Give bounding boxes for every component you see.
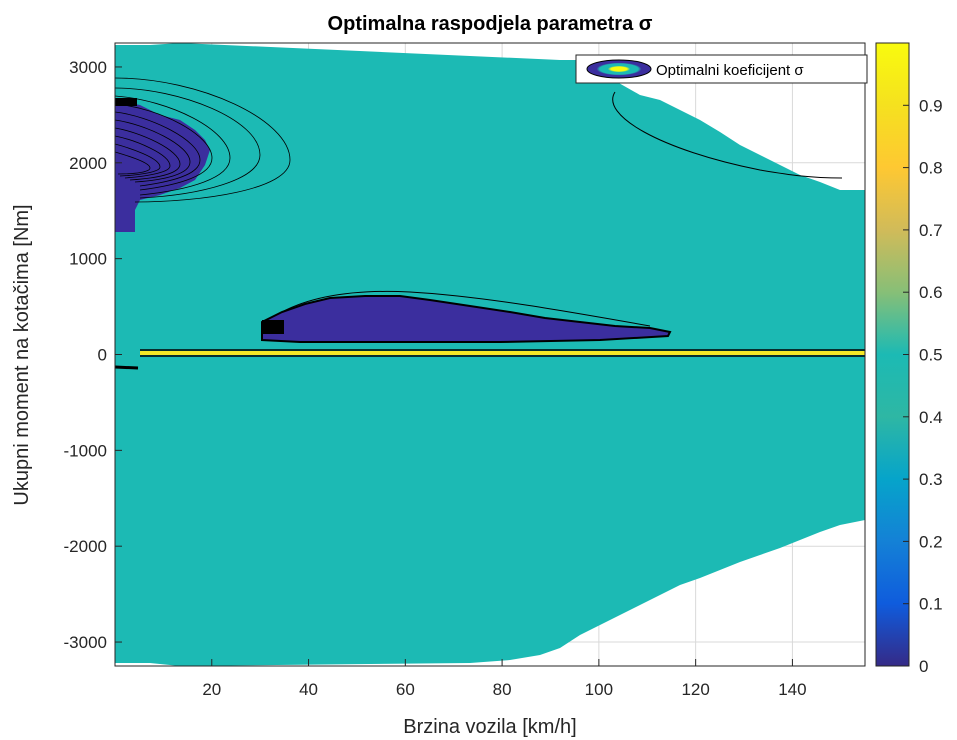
y-tick-label: 3000 (69, 58, 107, 77)
x-tick-label: 40 (299, 680, 318, 699)
y-axis: -3000 -2000 -1000 0 1000 2000 3000 (64, 58, 122, 652)
contour-line-right (612, 91, 843, 179)
colorbar-tick-label: 0.1 (919, 595, 943, 614)
y-tick-label: 0 (98, 346, 107, 365)
contour-line-mid (281, 290, 651, 327)
colorbar-tick-label: 0.2 (919, 532, 943, 551)
x-axis-label: Brzina vozila [km/h] (403, 716, 576, 738)
colorbar-tick-label: 0.7 (919, 221, 943, 240)
y-tick-label: -3000 (64, 633, 107, 652)
colorbar: 0 0.1 0.2 0.3 0.4 0.5 0.6 0.7 0.8 0.9 (875, 42, 943, 676)
y-tick-label: -2000 (64, 537, 107, 556)
sigma-surface-edge (115, 340, 865, 520)
y-axis-label: Ukupni moment na kotačima [Nm] (11, 204, 33, 505)
plot-area: Optimalni koeficijent σ (114, 42, 868, 667)
chart-title: Optimalna raspodjela parametra σ (328, 13, 653, 35)
high-sigma-band (140, 351, 865, 355)
dark-notch (115, 98, 137, 106)
colorbar-tick-label: 0.4 (919, 408, 943, 427)
legend-label: Optimalni koeficijent σ (656, 62, 804, 79)
x-tick-label: 60 (396, 680, 415, 699)
low-left-stub (115, 365, 139, 370)
colorbar-tick-label: 0.9 (919, 96, 943, 115)
low-sigma-region-mid (261, 295, 672, 343)
colorbar-tick-label: 0.8 (919, 159, 943, 178)
colorbar-tick-label: 0 (919, 657, 928, 676)
y-tick-label: -1000 (64, 441, 107, 460)
x-tick-label: 120 (681, 680, 709, 699)
legend: Optimalni koeficijent σ (575, 54, 868, 84)
low-sigma-region-left (115, 100, 210, 232)
legend-swatch (586, 59, 652, 79)
mid-step-dark (262, 320, 284, 334)
contour-lines-left (115, 77, 291, 203)
x-tick-label: 80 (493, 680, 512, 699)
x-tick-label: 140 (778, 680, 806, 699)
x-tick-label: 20 (202, 680, 221, 699)
colorbar-tick-label: 0.6 (919, 283, 943, 302)
x-axis: 20 40 60 80 100 120 140 (202, 659, 807, 699)
y-tick-label: 1000 (69, 250, 107, 269)
colorbar-ticks: 0 0.1 0.2 0.3 0.4 0.5 0.6 0.7 0.8 0.9 (903, 96, 943, 676)
colorbar-tick-label: 0.5 (919, 346, 943, 365)
y-tick-label: 2000 (69, 154, 107, 173)
colorbar-tick-label: 0.3 (919, 470, 943, 489)
x-tick-label: 100 (585, 680, 613, 699)
